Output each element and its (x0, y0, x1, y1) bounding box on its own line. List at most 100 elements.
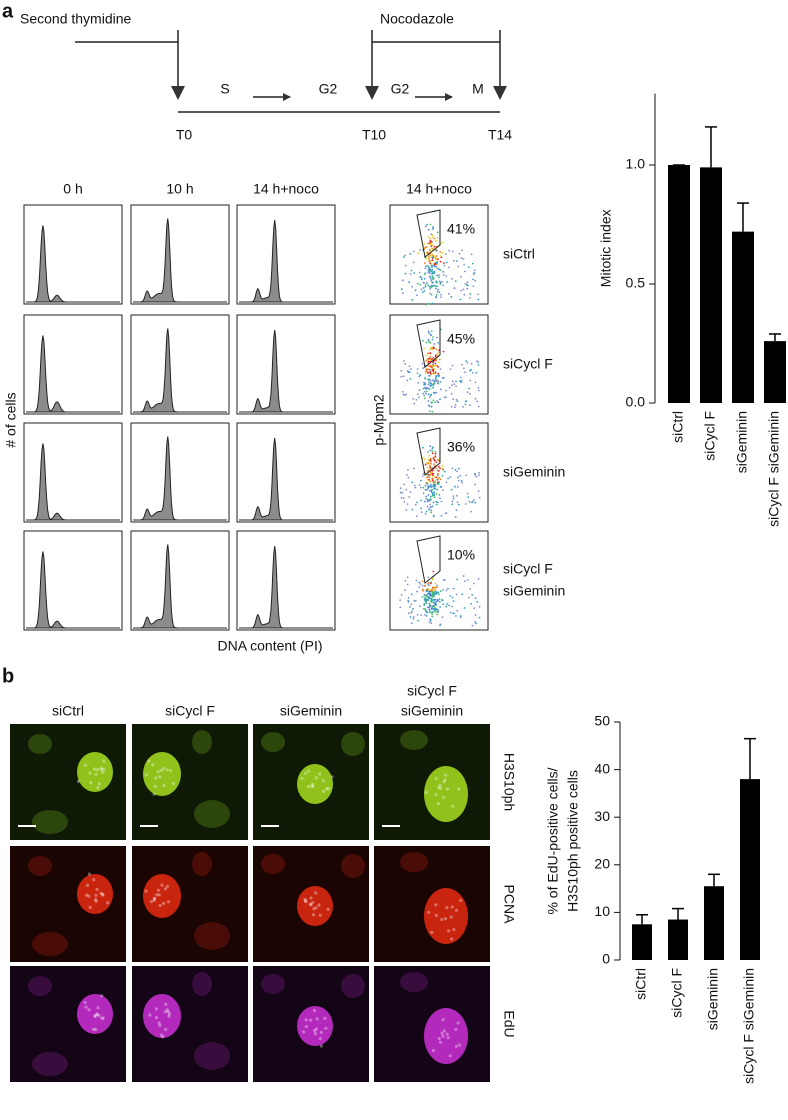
dot (424, 609, 427, 611)
dot (436, 285, 438, 288)
dot (433, 610, 436, 612)
dot (445, 275, 448, 277)
speckle (157, 1021, 161, 1025)
column-header: siGeminin (401, 703, 463, 719)
dot (432, 578, 434, 581)
speckle (102, 767, 106, 772)
dot (437, 401, 440, 404)
speckle (89, 780, 93, 785)
y-tick-label: 40 (594, 760, 610, 776)
dot (471, 371, 474, 374)
dot (436, 249, 438, 252)
dot (409, 616, 412, 618)
dot (433, 263, 436, 266)
speckle (85, 883, 90, 888)
nucleus (400, 852, 428, 872)
dot (434, 362, 437, 365)
dot (455, 509, 458, 512)
dot (441, 599, 444, 602)
speckle (311, 913, 316, 917)
speckle (155, 893, 159, 897)
speckle (161, 1035, 165, 1039)
speckle (144, 889, 148, 893)
speckle (457, 787, 461, 791)
dot (425, 251, 428, 254)
speckle (85, 893, 89, 897)
dot (451, 503, 454, 506)
dot (413, 402, 416, 405)
dot (412, 616, 415, 618)
dot (456, 501, 459, 504)
dot (478, 472, 481, 474)
dot (451, 500, 454, 503)
bar (700, 167, 722, 403)
panel-label: b (2, 665, 14, 687)
speckle (83, 763, 87, 767)
dot (435, 493, 438, 495)
dot (424, 513, 427, 515)
dot (440, 296, 442, 298)
dot (413, 272, 416, 274)
dot (448, 266, 450, 269)
dot (423, 243, 426, 246)
dot (436, 467, 439, 469)
dot (452, 398, 455, 400)
dot (400, 369, 403, 372)
dot (464, 283, 467, 285)
speckle (454, 908, 459, 912)
dot (425, 495, 428, 498)
dot (433, 237, 435, 240)
dot (437, 477, 440, 480)
dot (438, 280, 441, 283)
speckle (449, 915, 453, 919)
condition-label: siCycl F (503, 356, 553, 372)
dot (441, 280, 443, 283)
y-axis-label: Mitotic index (598, 209, 614, 287)
dot (434, 451, 437, 453)
dot (438, 465, 440, 468)
speckle (454, 1027, 458, 1032)
dot (419, 605, 421, 608)
dot (474, 597, 477, 600)
dot (405, 488, 408, 491)
dot (420, 288, 423, 291)
dot (436, 586, 438, 588)
dot (437, 469, 440, 472)
dot (430, 622, 433, 625)
speckle (96, 786, 100, 790)
row-label: PCNA (501, 885, 517, 925)
dot (424, 371, 427, 374)
dot (425, 602, 428, 605)
speckle (318, 1037, 322, 1041)
speckle (317, 903, 321, 907)
dot (417, 382, 420, 384)
dot (422, 387, 425, 390)
dot (427, 587, 430, 590)
dot (423, 604, 425, 606)
speckle (443, 917, 448, 921)
dot (433, 245, 436, 248)
dot (438, 291, 441, 293)
dot (436, 503, 438, 506)
timepoint: T0 (176, 127, 193, 143)
speckle (167, 1014, 171, 1018)
dot (431, 358, 433, 361)
dot (419, 249, 421, 251)
speckle (304, 1018, 308, 1022)
dot (424, 303, 427, 306)
speckle (96, 1006, 100, 1010)
nucleus (297, 1006, 333, 1046)
dot (439, 398, 441, 400)
dot (427, 302, 430, 305)
dot (441, 616, 444, 619)
phase: S (220, 81, 229, 97)
dot (455, 385, 457, 388)
dot (474, 474, 477, 476)
dot (416, 368, 419, 370)
dot (432, 384, 435, 387)
y-tick-label: 50 (594, 713, 610, 729)
dot (418, 484, 421, 486)
dot (427, 461, 430, 464)
dot (407, 599, 410, 602)
dot (434, 598, 437, 601)
